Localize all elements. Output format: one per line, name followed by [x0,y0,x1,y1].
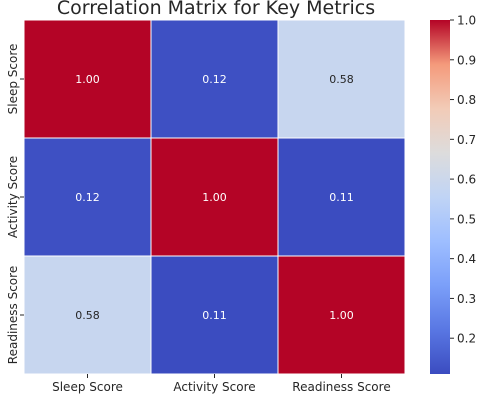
cell-value-label: 1.00 [202,191,227,204]
heatmap-cell [23,137,152,257]
cell-value-label: 0.58 [75,309,100,322]
colorbar-tick-label: 0.8 [457,93,476,107]
cell-value-label: 0.12 [75,191,100,204]
cell-value-label: 0.58 [329,73,354,86]
heatmap-cell [277,137,406,257]
heatmap-cell [150,137,279,257]
row-tick-label: Sleep Score [6,44,20,115]
row-tick-label: Readiness Score [6,266,20,364]
column-tick-label: Readiness Score [292,380,390,394]
colorbar: 0.2 0.3 0.4 0.5 0.6 0.7 0.8 0.9 1.0 [430,14,476,374]
column-tick-labels: Sleep Score Activity Score Readiness Score [52,374,391,394]
cell-value-label: 1.00 [329,309,354,322]
colorbar-tick-label: 0.3 [457,292,476,306]
colorbar-tick-label: 0.6 [457,173,476,187]
cell-value-label: 1.00 [75,73,100,86]
colorbar-tick-label: 0.9 [457,53,476,67]
colorbar-tick-label: 0.2 [457,332,476,346]
heatmap-cells: 1.00 0.12 0.58 0.12 1.00 0.11 0.58 0.11 1.00 [23,19,406,375]
row-tick-label: Activity Score [6,156,20,238]
colorbar-gradient [430,20,450,374]
heatmap-cell [150,255,279,375]
cell-value-label: 0.11 [202,309,227,322]
column-tick-label: Sleep Score [52,380,123,394]
colorbar-tick-label: 0.4 [457,252,476,266]
colorbar-tick-label: 1.0 [457,14,476,28]
row-tick-labels: Sleep Score Activity Score Readiness Score [6,44,24,364]
heatmap-cell [150,19,279,139]
cell-value-label: 0.11 [329,191,354,204]
colorbar-tick-label: 0.5 [457,212,476,226]
column-tick-label: Activity Score [173,380,255,394]
cell-value-label: 0.12 [202,73,227,86]
colorbar-tick-label: 0.7 [457,133,476,147]
heatmap-cell [23,19,152,139]
heatmap-cell [277,19,406,139]
chart-title: Correlation Matrix for Key Metrics [57,0,375,19]
